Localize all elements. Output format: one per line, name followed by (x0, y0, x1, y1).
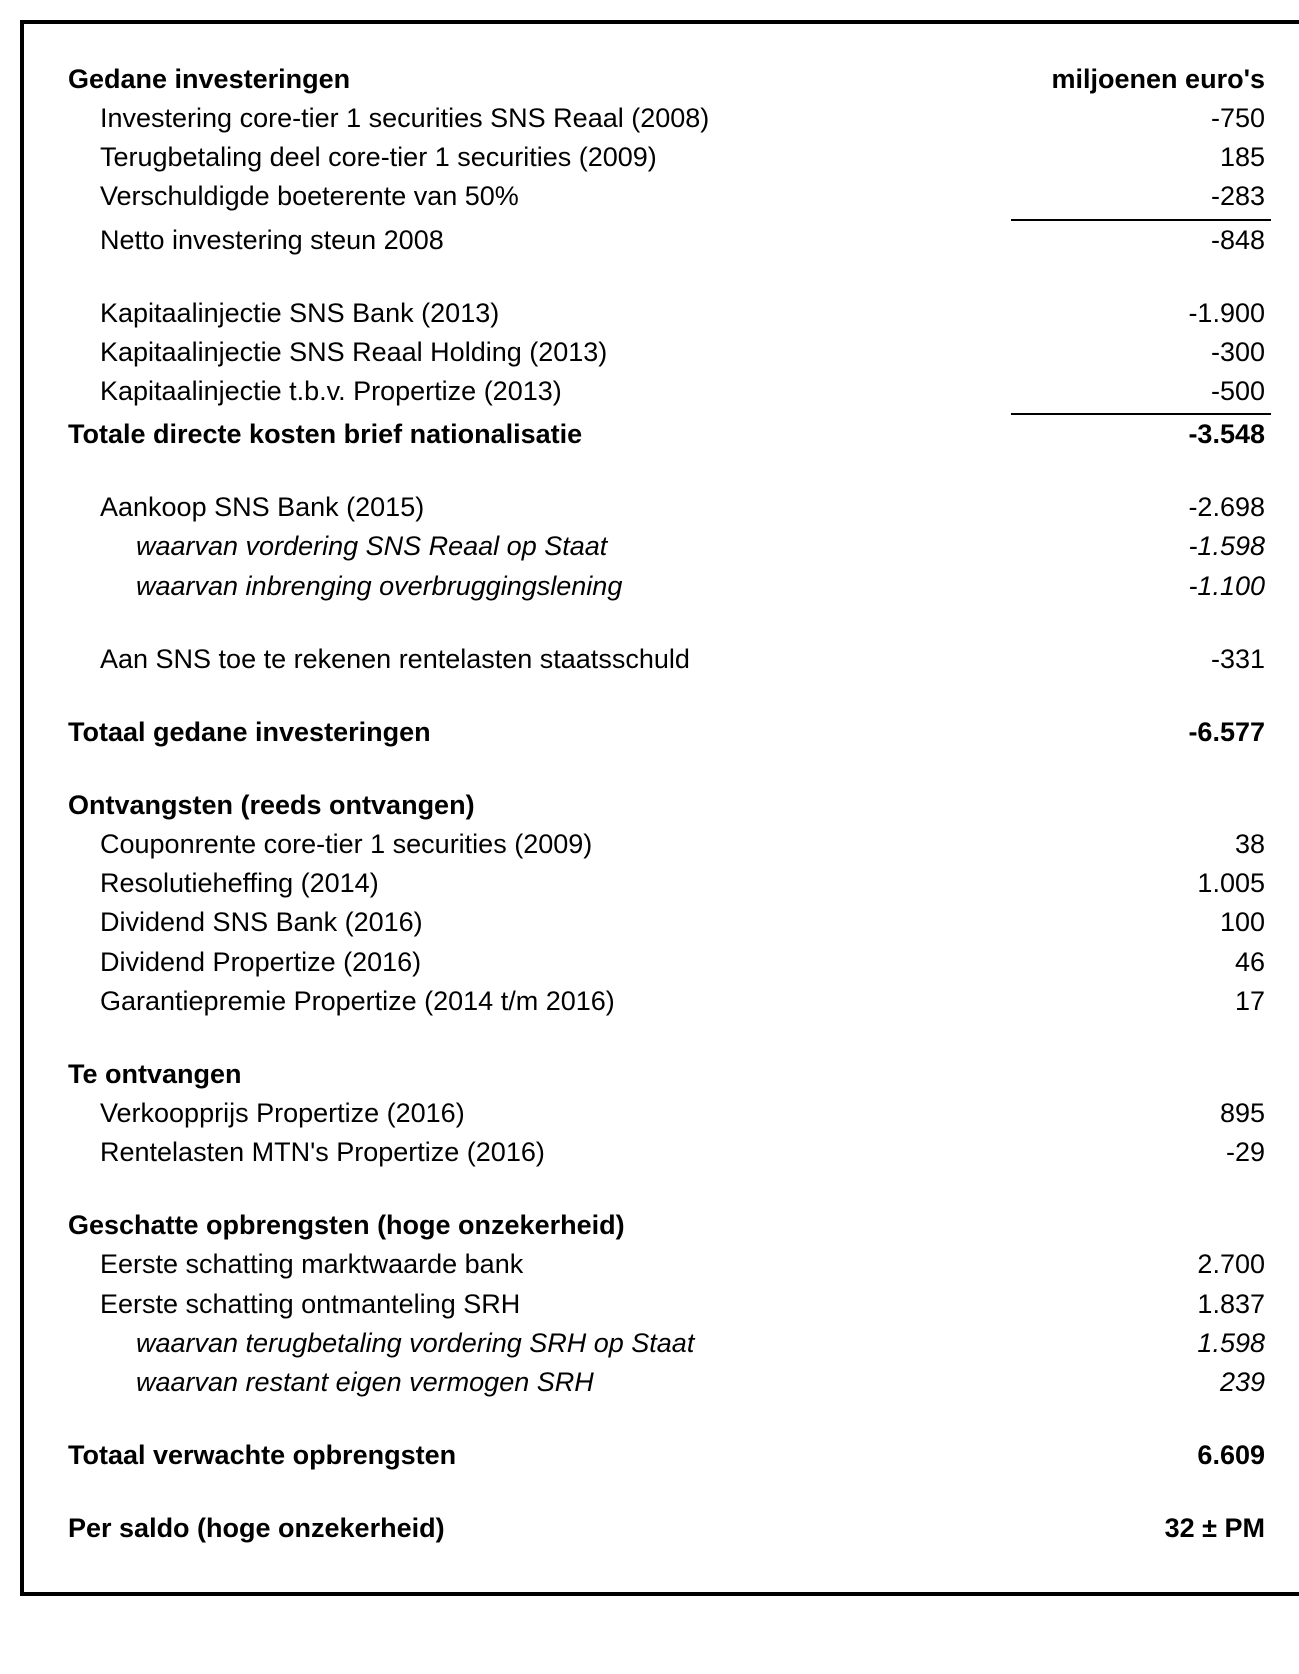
total-row: Totaal gedane investeringen -6.577 (68, 713, 1271, 752)
table-row: waarvan terugbetaling vordering SRH op S… (68, 1324, 1271, 1363)
table-row: waarvan restant eigen vermogen SRH 239 (68, 1363, 1271, 1402)
table-row: Eerste schatting marktwaarde bank 2.700 (68, 1245, 1271, 1284)
table-row: waarvan vordering SNS Reaal op Staat -1.… (68, 527, 1271, 566)
table-row: Garantiepremie Propertize (2014 t/m 2016… (68, 982, 1271, 1021)
table-row: Eerste schatting ontmanteling SRH 1.837 (68, 1285, 1271, 1324)
saldo-row: Per saldo (hoge onzekerheid) 32 ± PM (68, 1509, 1271, 1548)
table-row: Aan SNS toe te rekenen rentelasten staat… (68, 640, 1271, 679)
table-row: Resolutieheffing (2014) 1.005 (68, 864, 1271, 903)
table-row: Netto investering steun 2008 -848 (68, 221, 1271, 260)
total-row: Totaal verwachte opbrengsten 6.609 (68, 1436, 1271, 1475)
table-row: Verkoopprijs Propertize (2016) 895 (68, 1094, 1271, 1133)
header-title: Gedane investeringen (68, 60, 1011, 99)
subtotal-row: Totale directe kosten brief nationalisat… (68, 415, 1271, 454)
table-row: Dividend Propertize (2016) 46 (68, 943, 1271, 982)
table-row: Dividend SNS Bank (2016) 100 (68, 903, 1271, 942)
header-unit: miljoenen euro's (1011, 60, 1271, 99)
table-row: Kapitaalinjectie SNS Reaal Holding (2013… (68, 333, 1271, 372)
table-row: Investering core-tier 1 securities SNS R… (68, 99, 1271, 138)
section-header: Te ontvangen (68, 1055, 1271, 1094)
table-row: Couponrente core-tier 1 securities (2009… (68, 825, 1271, 864)
table-row: Kapitaalinjectie SNS Bank (2013) -1.900 (68, 294, 1271, 333)
table-row: Verschuldigde boeterente van 50% -283 (68, 177, 1271, 220)
table-row: Terugbetaling deel core-tier 1 securitie… (68, 138, 1271, 177)
table-row: Kapitaalinjectie t.b.v. Propertize (2013… (68, 372, 1271, 415)
table-row: Rentelasten MTN's Propertize (2016) -29 (68, 1133, 1271, 1172)
section-header: Ontvangsten (reeds ontvangen) (68, 786, 1271, 825)
table-row: waarvan inbrenging overbruggingslening -… (68, 567, 1271, 606)
header-row: Gedane investeringen miljoenen euro's (68, 60, 1271, 99)
financial-table: Gedane investeringen miljoenen euro's In… (20, 20, 1299, 1596)
table-row: Aankoop SNS Bank (2015) -2.698 (68, 488, 1271, 527)
section-header: Geschatte opbrengsten (hoge onzekerheid) (68, 1206, 1271, 1245)
